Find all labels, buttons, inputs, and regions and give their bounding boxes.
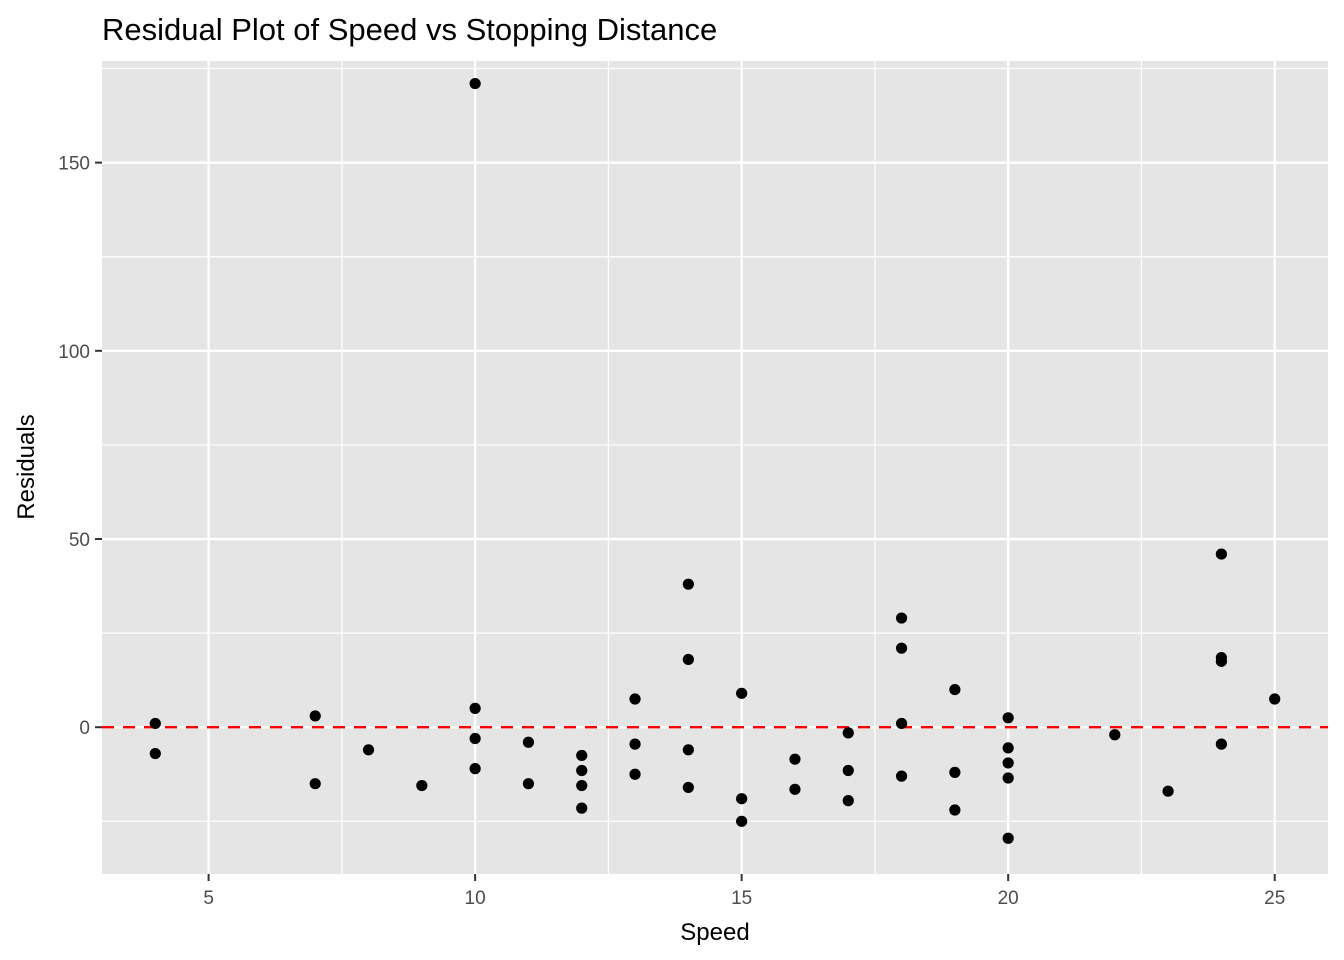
data-point (895, 770, 908, 782)
data-point (522, 736, 535, 748)
data-point (362, 744, 375, 756)
data-point (1162, 785, 1174, 797)
x-tick-label: 5 (203, 888, 214, 909)
data-point (789, 783, 801, 795)
x-axis-ticks: 5 10 15 20 25 (203, 874, 1285, 909)
plot-panel (102, 61, 1328, 874)
y-tick-label: 150 (58, 154, 90, 175)
data-point (309, 778, 321, 790)
y-tick-label: 0 (79, 718, 90, 739)
data-point (842, 764, 854, 777)
data-point (895, 612, 908, 624)
data-point (1109, 729, 1121, 741)
x-tick-label: 20 (998, 888, 1019, 909)
data-point (682, 781, 694, 794)
x-axis-title: Speed (680, 919, 749, 946)
data-point (1002, 742, 1014, 754)
data-point (576, 779, 588, 792)
data-point (576, 749, 588, 762)
minor-gridlines (102, 61, 1328, 874)
data-point (522, 778, 535, 790)
data-points (149, 77, 1281, 844)
data-point (895, 717, 908, 730)
major-gridlines (102, 61, 1328, 874)
data-point (1215, 548, 1227, 560)
data-point (949, 766, 961, 778)
data-point (469, 702, 481, 714)
x-tick-label: 15 (731, 888, 752, 909)
data-point (309, 710, 321, 722)
data-point (736, 815, 748, 827)
data-point (736, 687, 748, 699)
data-point (682, 653, 694, 666)
chart-title: Residual Plot of Speed vs Stopping Dista… (102, 12, 717, 47)
data-point (789, 753, 801, 765)
data-point (682, 744, 694, 756)
data-point (629, 693, 641, 705)
data-point (629, 768, 641, 780)
data-point (1002, 832, 1014, 844)
data-point (469, 732, 481, 745)
data-point (1002, 757, 1014, 769)
data-point (842, 727, 854, 739)
data-point (736, 793, 748, 805)
data-point (1002, 712, 1014, 724)
x-tick-label: 25 (1264, 888, 1285, 909)
data-point (895, 642, 908, 654)
y-tick-label: 100 (58, 342, 90, 363)
data-point (149, 717, 161, 730)
data-point (629, 738, 641, 750)
data-point (469, 763, 481, 775)
y-axis-title: Residuals (13, 414, 40, 519)
data-point (149, 747, 161, 760)
data-point (1002, 772, 1014, 784)
data-point (682, 578, 694, 590)
data-point (1215, 738, 1227, 750)
data-point (576, 764, 588, 777)
data-point (469, 77, 481, 90)
data-point (949, 683, 961, 696)
data-point (576, 802, 588, 814)
data-point (949, 804, 961, 816)
data-point (1215, 655, 1227, 667)
data-point (842, 795, 854, 807)
y-tick-label: 50 (69, 530, 90, 551)
data-point (416, 779, 428, 792)
data-point (1269, 693, 1281, 705)
x-tick-label: 10 (465, 888, 486, 909)
y-axis-ticks: 0 50 100 150 (58, 154, 102, 739)
